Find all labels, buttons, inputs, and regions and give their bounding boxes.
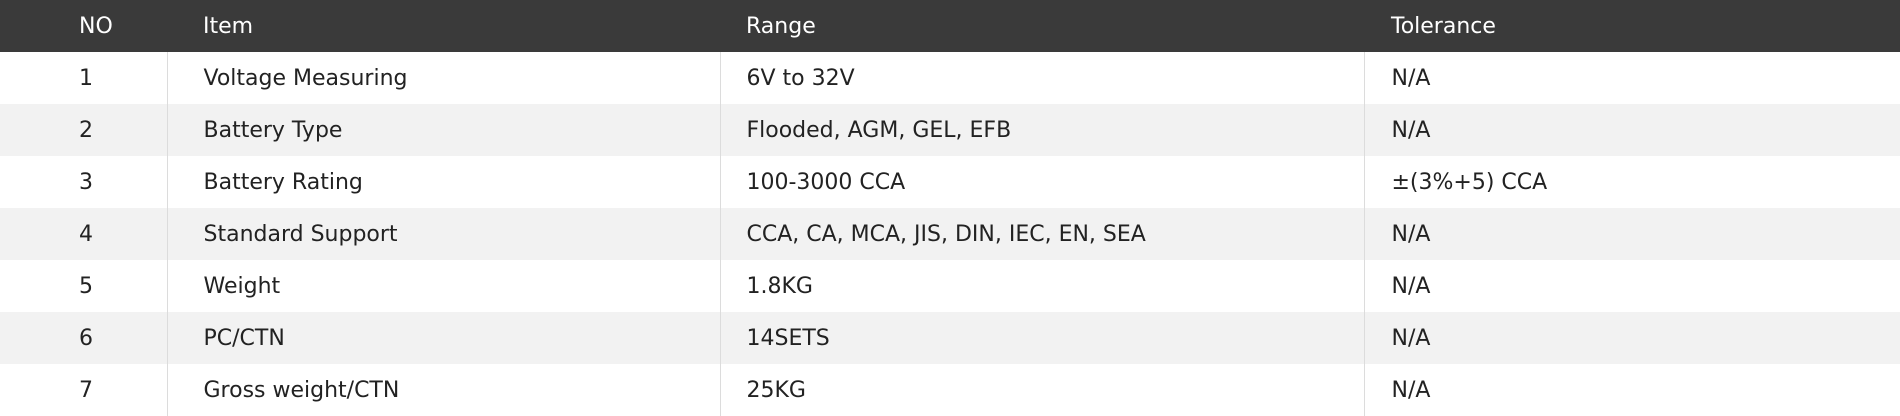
cell-tolerance: N/A bbox=[1363, 52, 1900, 104]
cell-item: Standard Support bbox=[166, 208, 720, 260]
cell-item: Voltage Measuring bbox=[166, 52, 720, 104]
cell-item: Gross weight/CTN bbox=[166, 364, 720, 416]
cell-item: Battery Type bbox=[166, 104, 720, 156]
header-range: Range bbox=[746, 13, 816, 39]
cell-no: 7 bbox=[79, 377, 93, 403]
cell-range: 14SETS bbox=[719, 312, 1364, 364]
cell-no: 3 bbox=[79, 169, 93, 195]
cell-tolerance: ±(3%+5) CCA bbox=[1363, 156, 1900, 208]
cell-tolerance: N/A bbox=[1363, 260, 1900, 312]
cell-tolerance: N/A bbox=[1363, 104, 1900, 156]
table-row: 2 Battery Type Flooded, AGM, GEL, EFB N/A bbox=[0, 104, 1900, 156]
cell-range: 100-3000 CCA bbox=[719, 156, 1364, 208]
cell-no: 2 bbox=[79, 117, 93, 143]
cell-range: 6V to 32V bbox=[719, 52, 1364, 104]
cell-no: 1 bbox=[79, 65, 93, 91]
cell-range: Flooded, AGM, GEL, EFB bbox=[719, 104, 1364, 156]
header-tolerance: Tolerance bbox=[1391, 13, 1496, 39]
cell-item: PC/CTN bbox=[166, 312, 720, 364]
table-row: 5 Weight 1.8KG N/A bbox=[0, 260, 1900, 312]
cell-no: 5 bbox=[79, 273, 93, 299]
cell-tolerance: N/A bbox=[1363, 312, 1900, 364]
cell-range: 1.8KG bbox=[719, 260, 1364, 312]
cell-item: Battery Rating bbox=[166, 156, 720, 208]
cell-tolerance: N/A bbox=[1363, 364, 1900, 416]
header-item: Item bbox=[203, 13, 254, 39]
table-row: 4 Standard Support CCA, CA, MCA, JIS, DIN,… bbox=[0, 208, 1900, 260]
cell-range: CCA, CA, MCA, JIS, DIN, IEC, EN, SEA bbox=[719, 208, 1364, 260]
table-row: 3 Battery Rating 100-3000 CCA ±(3%+5) CCA bbox=[0, 156, 1900, 208]
table-row: 6 PC/CTN 14SETS N/A bbox=[0, 312, 1900, 364]
table-header-row: NO Item Range Tolerance bbox=[0, 0, 1900, 52]
cell-no: 4 bbox=[79, 221, 93, 247]
table-row: 1 Voltage Measuring 6V to 32V N/A bbox=[0, 52, 1900, 104]
cell-item: Weight bbox=[166, 260, 720, 312]
cell-tolerance: N/A bbox=[1363, 208, 1900, 260]
cell-range: 25KG bbox=[719, 364, 1364, 416]
header-no: NO bbox=[79, 13, 113, 39]
table-row: 7 Gross weight/CTN 25KG N/A bbox=[0, 364, 1900, 416]
cell-no: 6 bbox=[79, 325, 93, 351]
